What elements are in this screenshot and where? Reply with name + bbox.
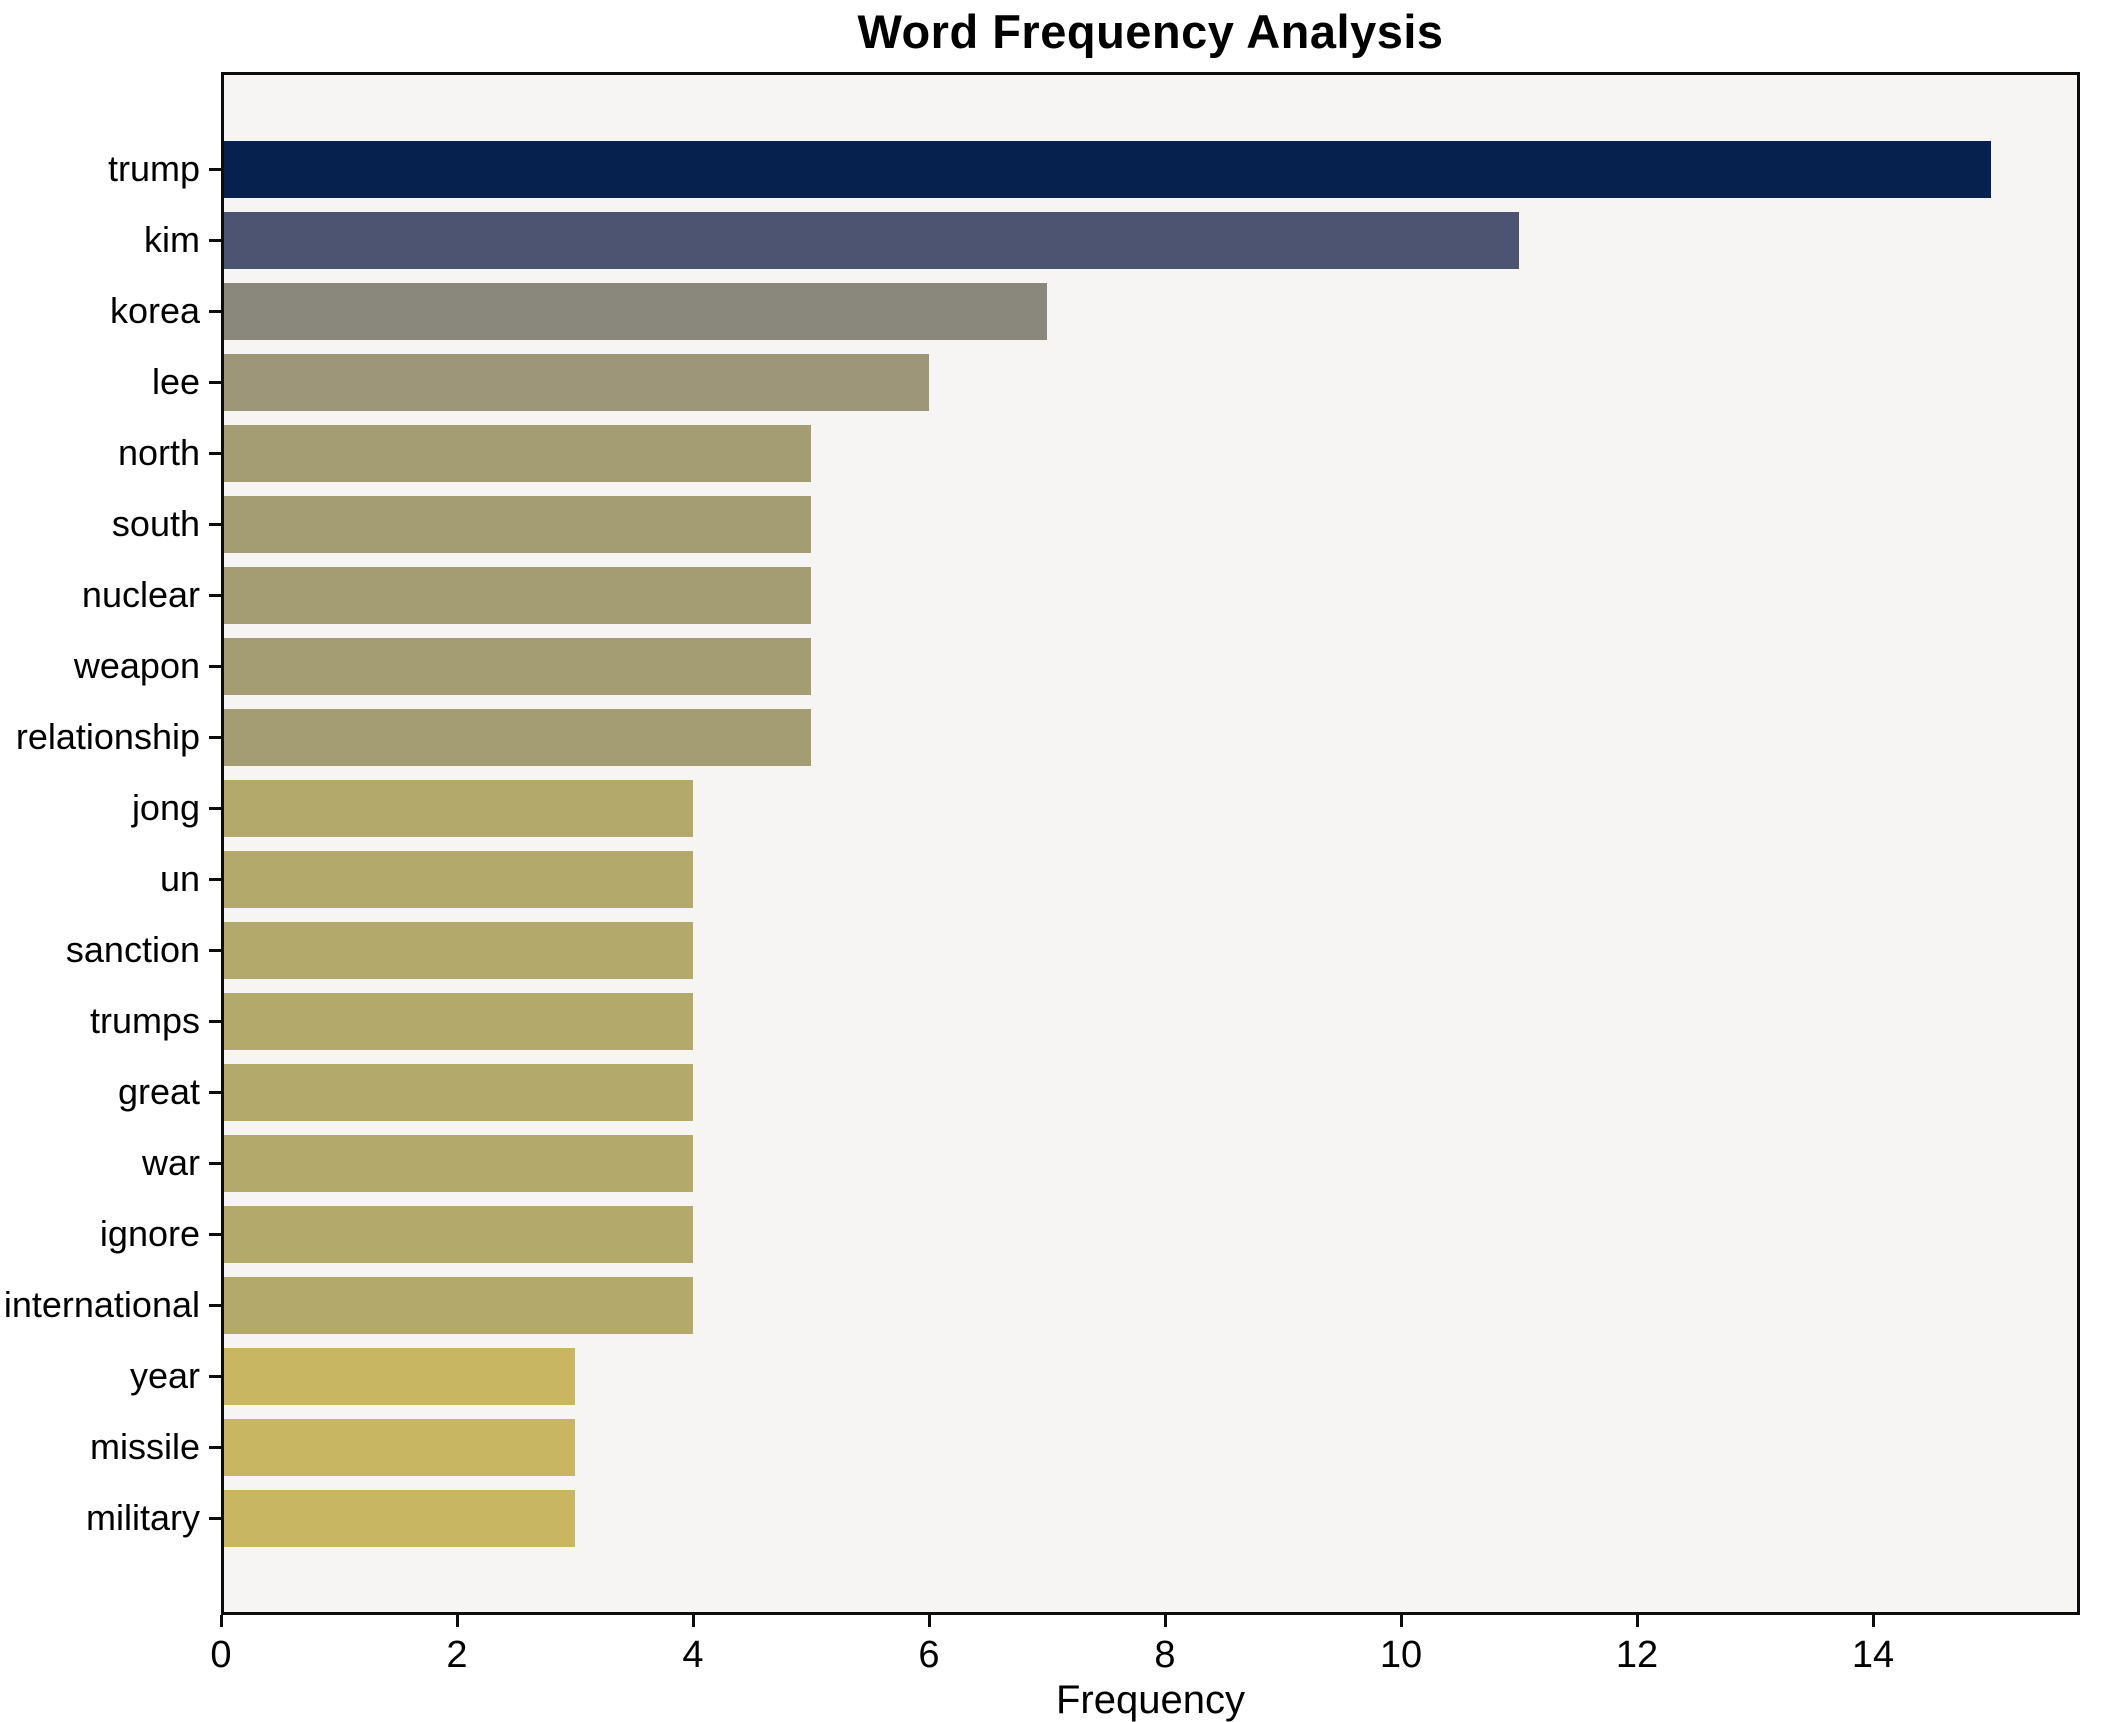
bar-war [224,1134,693,1192]
y-tick-mark [209,949,221,952]
y-tick-mark [209,665,221,668]
y-tick-label: korea [109,290,200,331]
y-tick-mark [209,1233,221,1236]
y-tick-mark [209,594,221,597]
y-tick-label: lee [151,361,200,402]
bar-kim [224,211,1519,269]
x-axis-title: Frequency [1056,1678,1245,1722]
x-tick-label: 10 [1379,1634,1423,1676]
x-tick-mark [692,1615,695,1627]
x-tick-label: 8 [1154,1634,1176,1676]
y-tick-mark [209,1446,221,1449]
bar-trumps [224,992,693,1050]
bar-missile [224,1418,575,1476]
bar-weapon [224,637,811,695]
bar-north [224,424,811,482]
bar-korea [224,282,1047,340]
y-tick-label: year [129,1355,200,1396]
y-tick-label: jong [131,787,200,828]
x-tick-mark [1164,1615,1167,1627]
y-tick-label: international [3,1284,200,1325]
bar-trump [224,140,1991,198]
y-tick-mark [209,452,221,455]
y-tick-label: nuclear [81,574,200,615]
x-tick-mark [1872,1615,1875,1627]
bar-nuclear [224,566,811,624]
y-tick-label: military [86,1497,200,1538]
bar-relationship [224,708,811,766]
chart-title: Word Frequency Analysis [857,5,1444,58]
y-tick-label: great [117,1071,200,1112]
y-tick-label: weapon [73,645,200,686]
y-tick-mark [209,310,221,313]
y-tick-label: south [111,503,200,544]
y-tick-label: trump [107,148,200,189]
y-tick-mark [209,1304,221,1307]
bar-un [224,850,693,908]
y-tick-label: war [141,1142,200,1183]
y-tick-mark [209,239,221,242]
x-tick-label: 14 [1851,1634,1895,1676]
bar-jong [224,779,693,837]
y-tick-mark [209,1162,221,1165]
y-tick-label: ignore [99,1213,200,1254]
bar-great [224,1063,693,1121]
y-tick-mark [209,878,221,881]
y-tick-mark [209,168,221,171]
bar-lee [224,353,929,411]
x-tick-mark [1400,1615,1403,1627]
bar-sanction [224,921,693,979]
x-tick-label: 2 [446,1634,468,1676]
y-tick-mark [209,1020,221,1023]
y-tick-label: kim [144,219,200,260]
y-tick-label: relationship [15,716,200,757]
y-tick-mark [209,1517,221,1520]
bar-international [224,1276,693,1334]
bar-south [224,495,811,553]
y-tick-label: un [159,858,200,899]
x-tick-label: 0 [210,1634,232,1676]
x-tick-mark [456,1615,459,1627]
x-tick-label: 12 [1615,1634,1659,1676]
y-tick-mark [209,1375,221,1378]
y-tick-mark [209,523,221,526]
x-tick-label: 6 [918,1634,940,1676]
bar-military [224,1489,575,1547]
y-tick-mark [209,807,221,810]
y-tick-mark [209,736,221,739]
x-tick-label: 4 [682,1634,704,1676]
y-tick-label: missile [89,1426,200,1467]
y-tick-mark [209,381,221,384]
x-tick-mark [928,1615,931,1627]
x-tick-mark [1636,1615,1639,1627]
x-tick-mark [220,1615,223,1627]
y-tick-label: sanction [65,929,200,970]
bar-ignore [224,1205,693,1263]
y-tick-label: trumps [89,1000,200,1041]
bar-year [224,1347,575,1405]
y-tick-label: north [117,432,200,473]
y-tick-mark [209,1091,221,1094]
